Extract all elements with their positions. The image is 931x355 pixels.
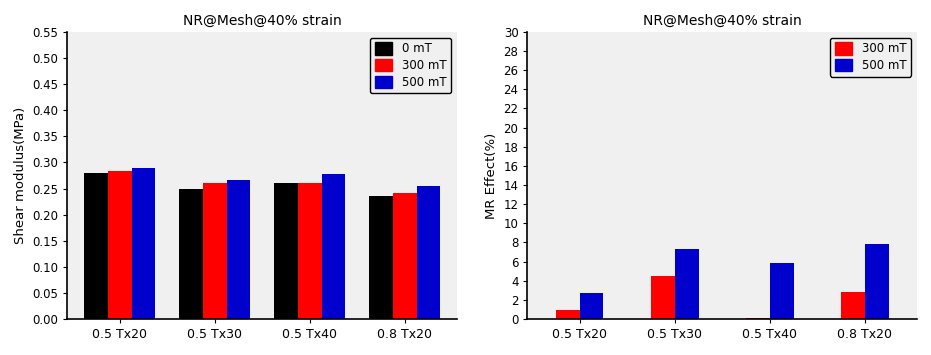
Bar (84, 173, 108, 319)
Bar (556, 310, 580, 319)
Bar (370, 196, 393, 319)
Bar (179, 189, 203, 319)
Bar (865, 244, 888, 319)
Bar (675, 249, 698, 319)
Bar (203, 183, 226, 319)
Bar (746, 318, 770, 319)
Bar (580, 293, 603, 319)
Bar (108, 171, 131, 319)
Title: NR@Mesh@40% strain: NR@Mesh@40% strain (182, 14, 342, 28)
Bar (417, 186, 440, 319)
Bar (226, 180, 250, 319)
Bar (770, 263, 793, 319)
Bar (651, 276, 675, 319)
Bar (393, 193, 417, 319)
Y-axis label: MR Effect(%): MR Effect(%) (485, 132, 498, 219)
Bar (322, 174, 345, 319)
Bar (131, 168, 155, 319)
Title: NR@Mesh@40% strain: NR@Mesh@40% strain (643, 14, 802, 28)
Bar (298, 183, 322, 319)
Legend: 300 mT, 500 mT: 300 mT, 500 mT (830, 38, 911, 77)
Bar (274, 183, 298, 319)
Bar (841, 292, 865, 319)
Legend: 0 mT, 300 mT, 500 mT: 0 mT, 300 mT, 500 mT (370, 38, 452, 93)
Y-axis label: Shear modulus(MPa): Shear modulus(MPa) (14, 107, 27, 244)
